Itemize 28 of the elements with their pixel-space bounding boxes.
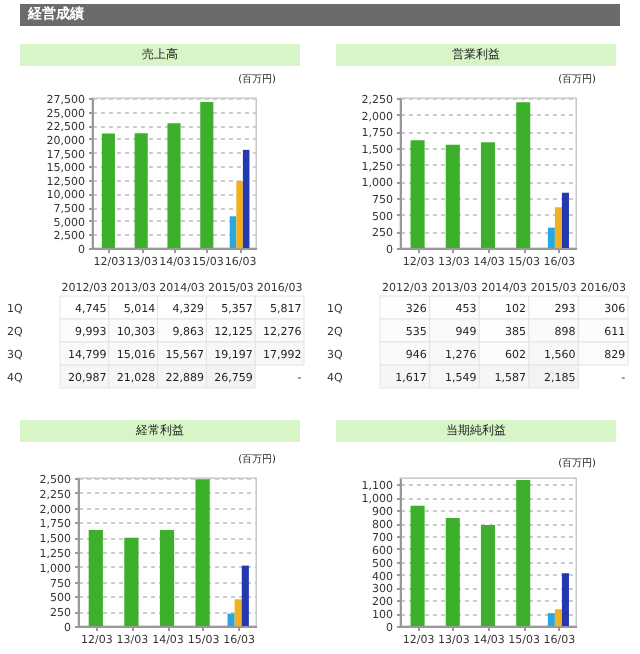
- bar: [554, 207, 562, 248]
- bar: [236, 181, 243, 248]
- bar: [195, 479, 210, 626]
- bar: [227, 613, 235, 626]
- bar: [554, 609, 562, 626]
- bar: [234, 599, 242, 626]
- bar: [101, 133, 115, 248]
- bar: [159, 530, 175, 626]
- bar: [547, 613, 555, 626]
- bar: [480, 524, 496, 626]
- bar: [547, 227, 555, 248]
- bar: [134, 133, 148, 248]
- bar: [410, 140, 425, 248]
- bar: [200, 102, 214, 248]
- bar: [242, 149, 250, 248]
- bar: [124, 537, 139, 626]
- bar: [561, 192, 569, 248]
- bar: [516, 102, 531, 248]
- bar: [167, 123, 181, 248]
- bar: [516, 479, 531, 626]
- bar: [229, 216, 237, 248]
- bar: [445, 517, 460, 626]
- bar: [410, 505, 425, 626]
- bar: [480, 142, 496, 248]
- bar: [561, 573, 569, 626]
- bar: [445, 144, 460, 248]
- bar: [241, 565, 249, 626]
- bar: [88, 530, 103, 626]
